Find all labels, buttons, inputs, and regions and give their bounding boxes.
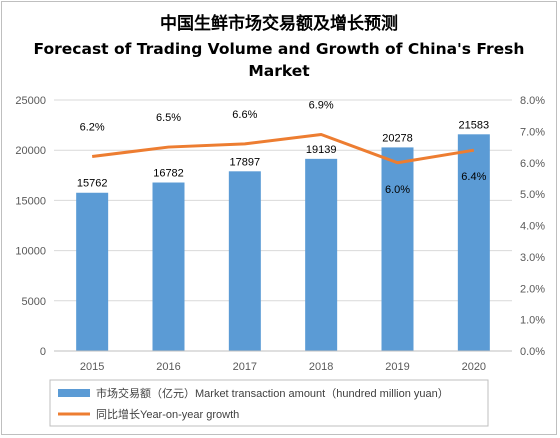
growth-value-label: 6.2% <box>80 121 105 133</box>
axes: 0 5000 10000 15000 20000 25000 0.0% 1.0% 2.0% 3.0… <box>15 95 545 373</box>
x-tick-label: 2020 <box>462 361 486 373</box>
bar-value-label: 19139 <box>306 144 337 156</box>
legend-bar-swatch <box>58 389 90 397</box>
bar-value-label: 15762 <box>77 178 108 190</box>
growth-value-label: 6.9% <box>309 100 334 112</box>
x-tick-label: 2017 <box>233 361 257 373</box>
bar-2020 <box>457 134 490 351</box>
bar-2019 <box>381 147 414 351</box>
y-right-tick-label: 2.0% <box>520 283 545 295</box>
bar-2015 <box>76 192 109 351</box>
y-right-tick-label: 8.0% <box>520 95 545 107</box>
y-left-tick-label: 10000 <box>15 246 46 258</box>
data-labels: 15762 16782 17897 19139 20278 21583 6.2% 6.5% 6.… <box>77 100 489 196</box>
bar-value-label: 16782 <box>153 168 184 180</box>
legend: 市场交易额（亿元）Market transaction amount（hundr… <box>49 379 489 427</box>
chart-title-en-line2: Market <box>248 62 310 80</box>
x-tick-label: 2018 <box>309 361 333 373</box>
legend-box <box>49 379 489 427</box>
line-series <box>91 133 475 165</box>
growth-value-label: 6.0% <box>385 184 410 196</box>
legend-bar-label: 市场交易额（亿元）Market transaction amount（hundr… <box>96 386 449 400</box>
growth-value-label: 6.4% <box>461 171 486 183</box>
legend-line-label: 同比增长Year-on-year growth <box>96 407 239 421</box>
y-left-tick-label: 25000 <box>15 95 46 107</box>
y-left-tick-label: 20000 <box>15 145 46 157</box>
y-left-tick-label: 15000 <box>15 195 46 207</box>
bar-value-label: 20278 <box>382 132 413 144</box>
bar-2017 <box>228 171 261 351</box>
x-tick-label: 2016 <box>156 361 180 373</box>
chart-title-cn: 中国生鲜市场交易额及增长预测 <box>160 13 398 34</box>
bar-value-label: 17897 <box>230 156 261 168</box>
x-tick-label: 2019 <box>385 361 409 373</box>
y-right-tick-label: 6.0% <box>520 158 545 170</box>
y-right-tick-label: 0.0% <box>520 346 545 358</box>
growth-value-label: 6.6% <box>232 109 257 121</box>
y-right-tick-label: 3.0% <box>520 252 545 264</box>
bar-series <box>76 134 490 351</box>
y-left-tick-label: 0 <box>40 346 46 358</box>
y-right-tick-label: 7.0% <box>520 126 545 138</box>
chart-title-en-line1: Forecast of Trading Volume and Growth of… <box>34 40 525 58</box>
y-left-tick-label: 5000 <box>22 296 46 308</box>
y-right-tick-label: 5.0% <box>520 189 545 201</box>
x-tick-label: 2015 <box>80 361 104 373</box>
growth-value-label: 6.5% <box>156 112 181 124</box>
gridlines <box>54 99 512 302</box>
y-right-tick-label: 4.0% <box>520 221 545 233</box>
bar-2018 <box>305 158 338 351</box>
bar-2016 <box>152 182 185 351</box>
y-right-tick-label: 1.0% <box>520 315 545 327</box>
bar-value-label: 21583 <box>459 119 490 131</box>
growth-line <box>91 133 475 165</box>
